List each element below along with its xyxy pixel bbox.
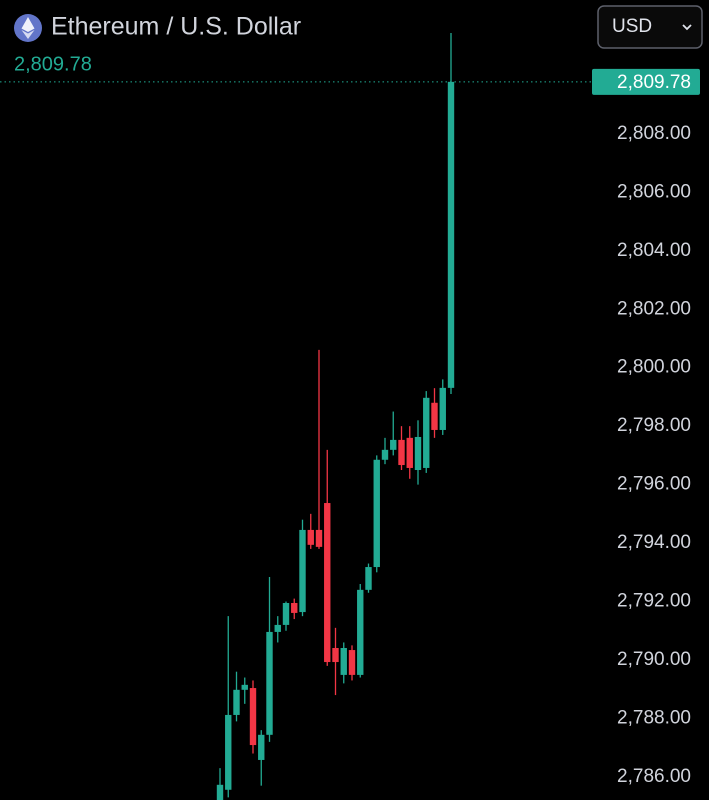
candle-body [340, 648, 347, 675]
eth-icon-bottom [21, 30, 35, 39]
y-tick-label: 2,808.00 [617, 123, 691, 144]
candle-body [258, 734, 265, 760]
y-tick-label: 2,798.00 [617, 415, 691, 436]
currency-label[interactable]: USD [612, 16, 652, 37]
currency-select-box[interactable] [597, 5, 703, 49]
last-price: 2,809.78 [14, 53, 92, 75]
y-tick-label: 2,802.00 [617, 298, 691, 319]
header: Ethereum / U.S. Dollar 2,809.78 [14, 13, 301, 75]
price-axis: 2,786.00 2,788.00 2,790.00 2,792.00 2,794.00… [617, 123, 691, 787]
candle-body [291, 602, 298, 613]
y-tick-label: 2,786.00 [617, 766, 691, 787]
candle-body [373, 459, 380, 568]
candle-body [324, 503, 331, 663]
y-tick-label: 2,794.00 [617, 532, 691, 553]
dropdown-arrow[interactable] [682, 24, 692, 31]
last-price-tag [592, 68, 700, 95]
candle-body [406, 437, 413, 468]
candle-body [414, 436, 422, 471]
candle-body [241, 684, 248, 690]
y-tick-label: 2,804.00 [617, 240, 691, 261]
candle-body [299, 529, 306, 613]
candle-body [348, 650, 356, 675]
currency-select[interactable]: USD [597, 5, 703, 49]
candle-body [332, 648, 339, 663]
y-tick-label: 2,788.00 [617, 707, 691, 728]
candle-body [307, 529, 314, 545]
y-tick-label: 2,792.00 [617, 591, 691, 612]
candle-body [390, 439, 397, 450]
candle-body [315, 529, 323, 547]
y-tick-label: 2,796.00 [617, 474, 691, 495]
candle-body [423, 397, 430, 468]
candle-body [225, 714, 232, 790]
candle-body [249, 688, 257, 746]
candle-body [431, 402, 438, 430]
candle-body [398, 439, 405, 466]
y-tick-label: 2,790.00 [617, 649, 691, 670]
candle-body [216, 784, 224, 800]
y-tick-label: 2,800.00 [617, 357, 691, 378]
candle-body [439, 387, 446, 430]
candle-body [282, 602, 290, 625]
candle-body [266, 631, 273, 735]
candle-body [381, 449, 389, 460]
plot-area [216, 33, 455, 800]
last-price-tag-label: 2,809.78 [617, 72, 691, 93]
candle-body [447, 81, 455, 388]
candle-body [233, 689, 240, 715]
candle-body [365, 567, 372, 590]
y-tick-label: 2,806.00 [617, 181, 691, 202]
candle-body [274, 624, 281, 632]
symbol-title: Ethereum / U.S. Dollar [51, 13, 301, 41]
candle-body [357, 589, 364, 675]
eth-icon-top [21, 17, 35, 32]
